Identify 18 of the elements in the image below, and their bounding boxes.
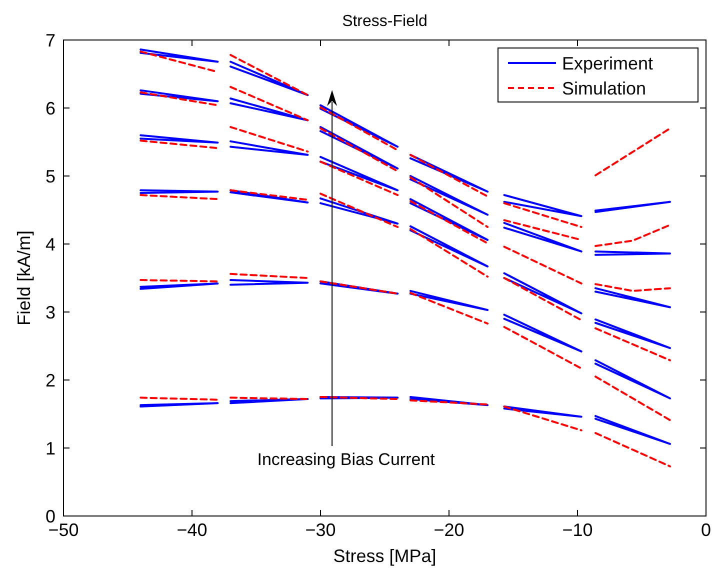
x-tick-label: −10 [562,520,593,540]
y-tick-label: 6 [45,98,56,118]
chart-title: Stress-Field [342,13,428,30]
y-axis-title: Field [kA/m] [14,230,34,326]
y-tick-label: 7 [45,30,56,50]
x-tick-label: −40 [176,520,208,540]
x-axis-title: Stress [MPa] [333,546,436,566]
y-tick-label: 3 [45,302,56,322]
legend-label: Experiment [562,53,654,74]
x-tick-label: −20 [434,520,464,540]
y-tick-label: 2 [45,370,56,390]
y-tick-label: 1 [45,438,56,458]
y-tick-label: 4 [45,234,56,254]
legend-label: Simulation [562,78,646,98]
x-tick-label: −30 [305,520,336,540]
x-tick-label: 0 [700,520,712,540]
annotation: Increasing Bias Current [257,450,436,469]
y-tick-label: 5 [45,166,56,186]
